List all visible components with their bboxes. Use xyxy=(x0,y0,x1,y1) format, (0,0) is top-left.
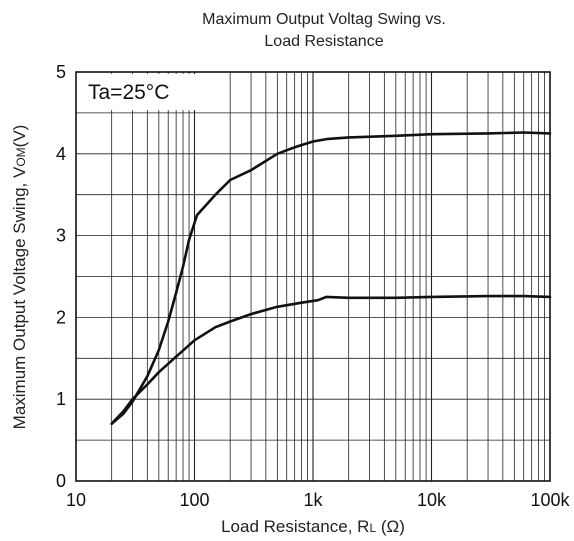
y-tick-label: 2 xyxy=(56,307,66,327)
temperature-annotation: Ta=25°C xyxy=(88,81,169,104)
x-axis-label-sub: L xyxy=(369,521,376,535)
y-tick-label: 0 xyxy=(56,471,66,491)
series-lines xyxy=(110,131,552,426)
y-axis-label: Maximum Output Voltage Swing, VOM(V) xyxy=(10,125,29,430)
chart-title-line2: Load Resistance xyxy=(264,33,383,50)
series-line-1 xyxy=(110,131,552,426)
chart-title-line1: Maximum Output Voltag Swing vs. xyxy=(202,11,446,28)
y-axis-label-sub: OM xyxy=(14,147,28,166)
y-axis-label-suffix: (V) xyxy=(10,125,29,148)
x-tick-label: 100 xyxy=(179,490,209,510)
x-axis-label: Load Resistance, RL (Ω) xyxy=(221,517,405,536)
tick-labels: 10 100 1k 10k 100k 0 1 2 3 4 5 xyxy=(56,62,571,510)
x-tick-label: 1k xyxy=(303,490,323,510)
x-axis-label-main: Load Resistance, R xyxy=(221,517,369,536)
plot-frame xyxy=(75,71,551,482)
x-axis-label-suffix: (Ω) xyxy=(376,517,405,536)
series-line-2 xyxy=(110,294,552,426)
x-tick-label: 10 xyxy=(66,490,86,510)
y-axis-label-main: Maximum Output Voltage Swing, V xyxy=(10,166,29,429)
y-tick-label: 5 xyxy=(56,62,66,82)
grid xyxy=(76,72,550,481)
y-tick-label: 3 xyxy=(56,226,66,246)
annotation-box xyxy=(78,74,202,110)
y-tick-label: 1 xyxy=(56,389,66,409)
x-tick-label: 10k xyxy=(417,490,447,510)
x-tick-label: 100k xyxy=(530,490,570,510)
y-tick-label: 4 xyxy=(56,144,66,164)
